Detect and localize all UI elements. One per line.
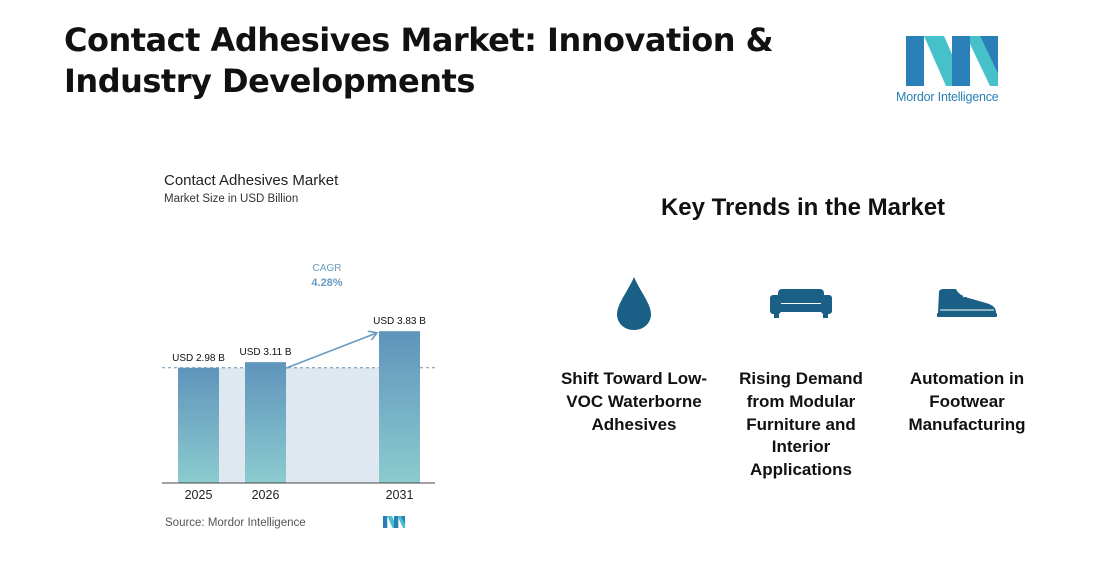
cagr-arrow: [285, 333, 376, 369]
trend-item-low-voc: Shift Toward Low-VOC Waterborne Adhesive…: [559, 272, 709, 436]
trend-item-modular-furniture: Rising Demand from Modular Furniture and…: [726, 272, 876, 482]
chart-title: Contact Adhesives Market: [164, 172, 339, 189]
data-label: USD 3.11 B: [239, 347, 291, 358]
cagr-value: 4.28%: [311, 277, 342, 289]
mordor-logo: Mordor Intelligence: [896, 36, 1012, 106]
x-tick-label: 2025: [185, 488, 213, 502]
shoe-icon: [937, 289, 997, 317]
water-drop-icon: [617, 277, 651, 330]
x-tick-label: 2026: [252, 488, 280, 502]
trend-label: Automation in Footwear Manufacturing: [908, 369, 1026, 434]
bar: [245, 362, 286, 483]
mordor-logo-icon: [906, 36, 998, 86]
x-tick-label: 2031: [386, 488, 414, 502]
data-label: USD 2.98 B: [172, 353, 225, 364]
trend-label: Rising Demand from Modular Furniture and…: [739, 369, 863, 480]
chart-subtitle: Market Size in USD Billion: [164, 193, 299, 205]
chart-source: Source: Mordor Intelligence: [165, 517, 306, 529]
page-title: Contact Adhesives Market: Innovation & I…: [64, 21, 774, 100]
market-size-chart: USD 2.98 B 2025 USD 3.11 B 2026 USD 3.83 B 20…: [162, 263, 435, 502]
trends-heading: Key Trends in the Market: [660, 194, 946, 221]
trend-label: Shift Toward Low-VOC Waterborne Adhesive…: [560, 369, 708, 434]
logo-text: Mordor Intelligence: [896, 90, 999, 104]
cagr-label: CAGR: [313, 263, 342, 274]
bar: [178, 367, 219, 483]
sofa-icon: [770, 289, 832, 318]
data-label: USD 3.83 B: [373, 316, 426, 327]
source-logo-icon: [382, 516, 406, 528]
trend-item-footwear-automation: Automation in Footwear Manufacturing: [892, 272, 1042, 436]
bar: [379, 331, 420, 483]
